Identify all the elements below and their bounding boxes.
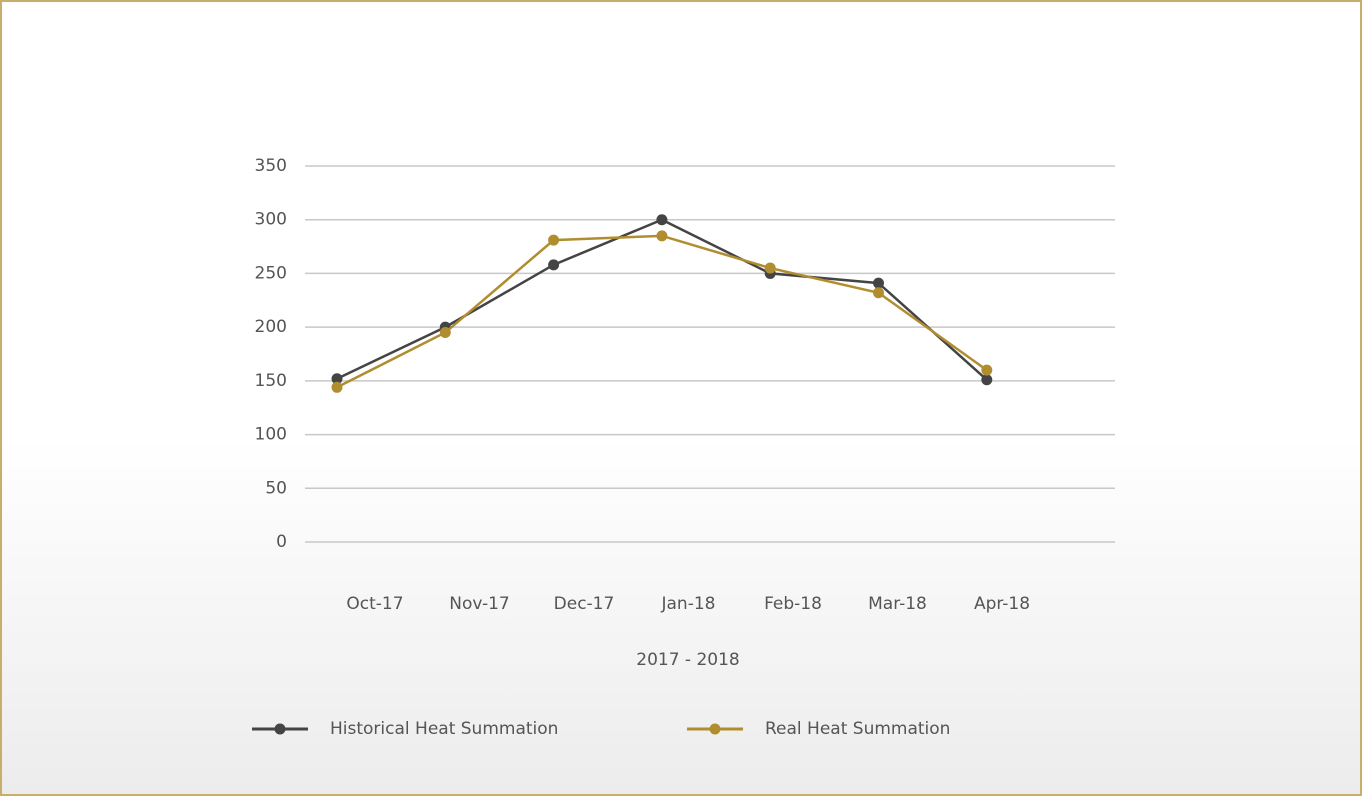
frame xyxy=(1,1,1361,795)
point xyxy=(656,214,667,225)
y-tick-label: 250 xyxy=(255,263,287,283)
point xyxy=(873,278,884,289)
point xyxy=(548,235,559,246)
x-tick-label: Jan-18 xyxy=(661,594,716,614)
x-tick-label: Oct-17 xyxy=(346,594,403,614)
y-tick-label: 350 xyxy=(255,156,287,176)
point xyxy=(765,263,776,274)
y-tick-label: 50 xyxy=(265,478,287,498)
x-tick-label: Feb-18 xyxy=(764,594,822,614)
y-tick-label: 100 xyxy=(255,425,287,445)
y-tick-label: 200 xyxy=(255,317,287,337)
legend-label: Real Heat Summation xyxy=(765,719,950,739)
x-tick-label: Mar-18 xyxy=(868,594,927,614)
point xyxy=(656,230,667,241)
point xyxy=(981,365,992,376)
legend-marker xyxy=(275,724,286,735)
point xyxy=(440,327,451,338)
legend-marker xyxy=(710,724,721,735)
x-tick-label: Apr-18 xyxy=(974,594,1030,614)
chart: 2017 - 2018 0 50 100 150 200 250 300 350 Oct-17 N… xyxy=(0,0,1362,796)
x-tick-label: Nov-17 xyxy=(449,594,510,614)
point xyxy=(873,287,884,298)
legend-label: Historical Heat Summation xyxy=(330,719,558,739)
x-tick-label: Dec-17 xyxy=(554,594,615,614)
point xyxy=(332,382,343,393)
point xyxy=(981,374,992,385)
y-tick-label: 0 xyxy=(276,532,287,552)
point xyxy=(548,259,559,270)
y-tick-label: 300 xyxy=(255,210,287,230)
y-tick-label: 150 xyxy=(255,371,287,391)
x-axis-label: 2017 - 2018 xyxy=(636,650,739,670)
